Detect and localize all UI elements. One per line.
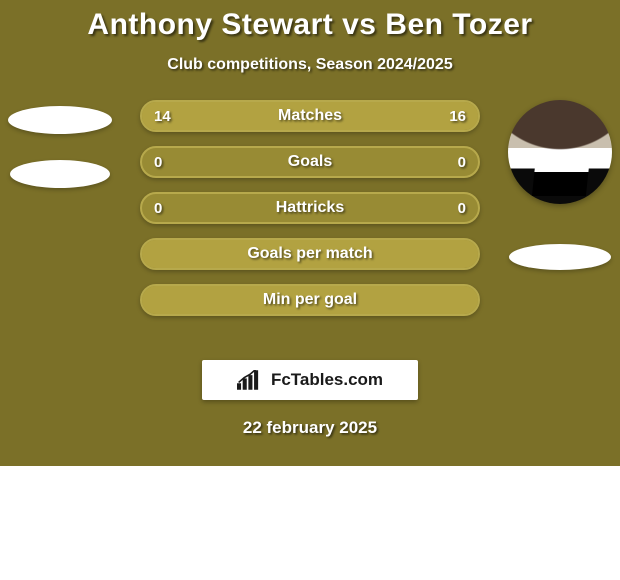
stat-label: Hattricks <box>142 194 478 222</box>
bar-chart-icon <box>237 370 263 390</box>
stat-bar: 0 0Goals <box>140 146 480 178</box>
stat-value-right: 16 <box>449 102 466 130</box>
stat-bar: 1416Matches <box>140 100 480 132</box>
stat-value-right: 0 <box>458 148 466 176</box>
stats-area: 1416Matches00Goals00HattricksGoals per m… <box>0 100 620 358</box>
stat-bars: 1416Matches00Goals00HattricksGoals per m… <box>140 100 480 330</box>
page-title: Anthony Stewart vs Ben Tozer <box>0 8 620 42</box>
brand-badge: FcTables.com <box>202 360 418 400</box>
stat-bar: Min per goal <box>140 284 480 316</box>
stat-bar: 0 0Hattricks <box>140 192 480 224</box>
stat-value-left: 0 <box>154 194 162 222</box>
stat-bar-fill-left <box>142 286 478 314</box>
player-left-avatar <box>8 106 112 134</box>
player-right-avatar <box>508 100 612 204</box>
player-left-club-badge <box>10 160 110 188</box>
stat-bar-fill-left <box>142 240 478 268</box>
player-left-column <box>4 100 116 188</box>
date-label: 22 february 2025 <box>0 418 620 438</box>
player-right-column <box>504 100 616 270</box>
stat-value-left: 0 <box>154 148 162 176</box>
stat-value-right: 0 <box>458 194 466 222</box>
player-right-club-badge <box>509 244 611 270</box>
stat-bar: Goals per match <box>140 238 480 270</box>
brand-text: FcTables.com <box>271 370 383 390</box>
stat-value-left: 14 <box>154 102 171 130</box>
stat-label: Goals <box>142 148 478 176</box>
comparison-card: Anthony Stewart vs Ben Tozer Club compet… <box>0 0 620 466</box>
subtitle: Club competitions, Season 2024/2025 <box>0 56 620 74</box>
